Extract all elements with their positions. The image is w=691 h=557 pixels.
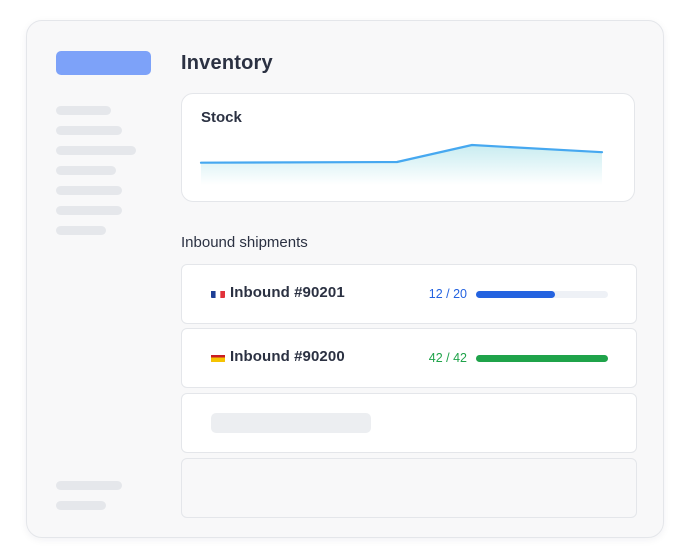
stock-area — [201, 145, 602, 185]
france-flag-icon — [211, 288, 225, 298]
shipment-label: Inbound #90200 — [230, 348, 345, 365]
stock-line — [199, 143, 604, 164]
shipment-row[interactable]: Inbound #90200 42 / 42 — [181, 328, 637, 388]
shipment-count: 42 / 42 — [428, 351, 467, 365]
shipment-progress-bar — [476, 355, 608, 362]
shipment-row-empty[interactable] — [181, 458, 637, 518]
sidebar-item-placeholder[interactable] — [56, 146, 136, 155]
app-window: Inventory Stock Inbound shipments Inboun… — [26, 20, 664, 538]
sidebar-item-placeholder[interactable] — [56, 166, 116, 175]
sidebar-item-placeholder[interactable] — [56, 226, 106, 235]
spain-flag-icon — [211, 352, 225, 362]
shipment-progress-fill — [476, 291, 556, 298]
page-title: Inventory — [181, 52, 273, 74]
shipment-count: 12 / 20 — [428, 287, 467, 301]
stock-sparkline — [199, 143, 604, 185]
inbound-section-title: Inbound shipments — [181, 234, 308, 251]
stock-card-title: Stock — [201, 109, 242, 126]
shipment-row-placeholder[interactable] — [181, 393, 637, 453]
sidebar-item-placeholder[interactable] — [56, 106, 111, 115]
shipment-progress-bar — [476, 291, 608, 298]
text-placeholder — [211, 413, 371, 433]
logo-placeholder[interactable] — [56, 51, 151, 75]
sidebar-footer-placeholder[interactable] — [56, 481, 122, 490]
sidebar-item-placeholder[interactable] — [56, 206, 122, 215]
sidebar-item-placeholder[interactable] — [56, 186, 122, 195]
shipment-label: Inbound #90201 — [230, 284, 345, 301]
sidebar-item-placeholder[interactable] — [56, 126, 122, 135]
shipment-progress-fill — [476, 355, 608, 362]
shipment-row[interactable]: Inbound #90201 12 / 20 — [181, 264, 637, 324]
sidebar-footer-placeholder[interactable] — [56, 501, 106, 510]
stock-card: Stock — [181, 93, 635, 202]
